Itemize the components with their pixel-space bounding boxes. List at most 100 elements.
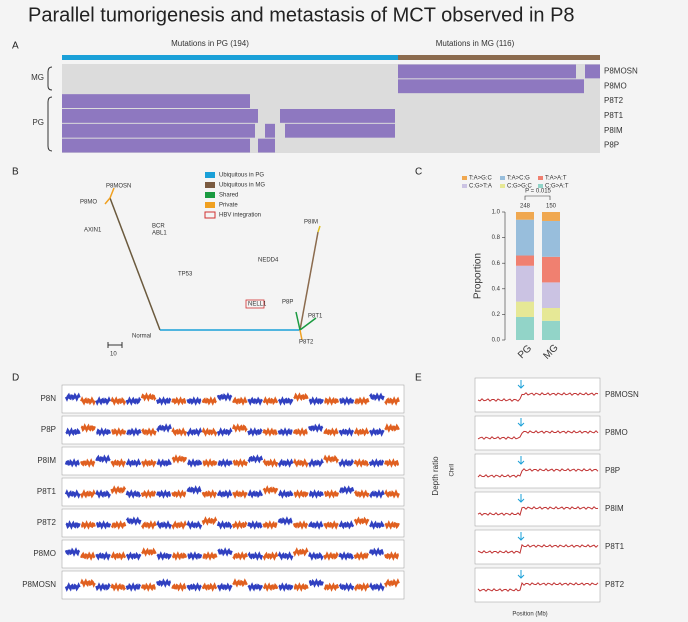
cn-segment xyxy=(353,489,370,499)
cn-segment xyxy=(80,578,96,588)
y-tick-label: 0.6 xyxy=(492,261,501,267)
cn-segment xyxy=(384,551,399,561)
cn-segment xyxy=(323,582,340,592)
row-label: P8MO xyxy=(605,428,628,437)
cn-segment xyxy=(80,551,96,561)
cn-segment xyxy=(171,427,188,437)
y-tick-label: 0.2 xyxy=(492,312,501,318)
cn-segment xyxy=(201,396,217,406)
track xyxy=(474,491,601,527)
cn-segment xyxy=(353,551,370,561)
arrow xyxy=(517,380,525,389)
cn-segment xyxy=(339,396,355,406)
cn-segment xyxy=(324,396,340,406)
panel-label: E xyxy=(415,373,422,384)
cn-segment xyxy=(186,520,203,530)
cn-segment xyxy=(247,454,264,464)
cn-segment xyxy=(140,392,157,402)
title: Parallel tumorigenesis and metastasis of… xyxy=(28,4,575,26)
bar-segment xyxy=(542,256,560,283)
cn-segment xyxy=(292,427,308,437)
legend-label: C:G>A:T xyxy=(545,184,569,190)
bar-segment xyxy=(516,316,534,340)
cn-segment xyxy=(201,489,218,499)
bar-segment xyxy=(516,255,534,266)
row-label: P8MOSN xyxy=(22,580,56,589)
cn-segment xyxy=(232,578,248,588)
gene: TP53 xyxy=(178,272,193,278)
cn-segment xyxy=(262,582,279,592)
cn-segment xyxy=(95,551,111,561)
cn-segment xyxy=(110,582,127,592)
depth-line xyxy=(477,581,599,592)
node: P8T1 xyxy=(308,314,323,320)
bracket xyxy=(524,195,551,200)
legend-label: T:A>A:T xyxy=(545,176,567,182)
row-label: P8IM xyxy=(37,456,56,465)
cn-segment xyxy=(110,485,127,495)
cn-segment xyxy=(125,551,142,561)
heat-cell xyxy=(62,94,250,108)
legend-label: C:G>T:A xyxy=(469,184,492,190)
row-label: P8P xyxy=(604,141,619,150)
heat-cell xyxy=(258,138,275,153)
cn-segment xyxy=(80,489,96,499)
legend-label: T:A>C:G xyxy=(507,176,530,182)
cn-segment xyxy=(278,582,294,592)
cn-segment xyxy=(217,458,233,468)
bar-segment xyxy=(542,282,560,308)
depth-line xyxy=(477,468,599,478)
cn-segment xyxy=(338,582,355,592)
count: 248 xyxy=(520,204,531,210)
cn-segment xyxy=(95,489,112,499)
row-label: P8T1 xyxy=(605,542,625,551)
cn-segment xyxy=(232,396,248,406)
count: 150 xyxy=(546,204,557,210)
cn-segment xyxy=(323,427,339,437)
cn-segment xyxy=(292,458,309,468)
cn-segment xyxy=(156,423,172,433)
legend-label: T:A>G:C xyxy=(469,176,493,182)
cn-segment xyxy=(186,485,202,495)
cn-segment xyxy=(338,427,355,437)
cn-segment xyxy=(368,427,385,437)
cn-segment xyxy=(216,489,233,499)
cn-segment xyxy=(277,458,294,468)
cn-segment xyxy=(368,458,385,468)
node: P8IM xyxy=(304,220,318,226)
depth-line xyxy=(477,392,599,402)
cn-segment xyxy=(125,582,142,592)
cn-segment xyxy=(186,427,203,437)
cn-segment xyxy=(95,454,111,464)
cn-segment xyxy=(323,520,339,530)
cn-segment xyxy=(171,520,188,530)
cn-segment xyxy=(232,551,248,561)
cn-segment xyxy=(156,520,172,530)
cn-segment xyxy=(126,427,142,437)
cn-segment xyxy=(323,454,340,464)
cn-segment xyxy=(384,458,400,468)
bar-segment xyxy=(542,320,560,340)
x-label: Position (Mb) xyxy=(512,612,547,618)
cn-segment xyxy=(308,396,324,406)
group-label: MG xyxy=(31,73,44,82)
row-label: P8P xyxy=(41,425,56,434)
cn-segment xyxy=(141,547,157,557)
gene: BCR xyxy=(152,224,165,230)
cn-segment xyxy=(369,520,385,530)
arrow xyxy=(517,532,525,541)
cn-segment xyxy=(384,578,400,588)
gene: AXIN1 xyxy=(84,228,102,234)
heat-cell xyxy=(398,79,584,94)
cn-segment xyxy=(262,396,279,406)
cn-segment xyxy=(368,547,384,557)
panel-label: D xyxy=(12,373,19,384)
cn-segment xyxy=(156,489,171,499)
arrow xyxy=(517,418,525,427)
depth-line xyxy=(477,506,599,516)
legend-label: Shared xyxy=(219,193,238,199)
legend-swatch xyxy=(205,182,215,188)
heat-cell xyxy=(285,123,395,138)
cn-segment xyxy=(110,396,127,406)
row-label: P8MO xyxy=(604,81,627,90)
